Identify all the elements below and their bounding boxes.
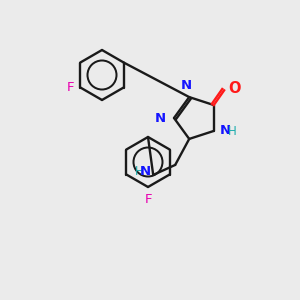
Text: N: N — [155, 112, 166, 124]
Text: O: O — [228, 81, 241, 96]
Text: F: F — [67, 81, 74, 94]
Text: N: N — [220, 124, 231, 137]
Text: N: N — [140, 165, 151, 178]
Text: H: H — [228, 125, 236, 138]
Text: H: H — [134, 165, 143, 178]
Text: F: F — [144, 193, 152, 206]
Text: N: N — [181, 79, 192, 92]
